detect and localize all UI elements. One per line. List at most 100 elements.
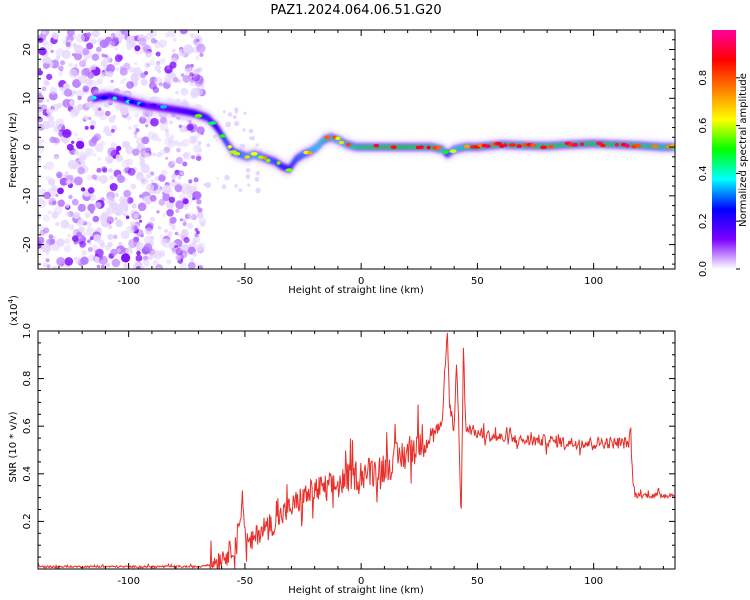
noise-blob xyxy=(171,247,176,252)
noise-blob xyxy=(64,257,74,266)
noise-blob xyxy=(192,252,197,257)
noise-blob xyxy=(81,47,90,56)
noise-blob xyxy=(101,53,106,58)
noise-blob xyxy=(50,49,54,54)
noise-blob xyxy=(56,171,63,179)
noise-blob xyxy=(114,47,119,51)
noise-blob xyxy=(183,237,190,244)
noise-blob xyxy=(169,120,174,125)
noise-blob xyxy=(138,37,147,46)
noise-blob xyxy=(144,152,150,158)
noise-blob xyxy=(178,233,182,237)
noise-blob xyxy=(102,167,108,173)
noise-blob xyxy=(149,216,155,222)
noise-blob xyxy=(42,262,48,267)
noise-blob xyxy=(157,69,162,74)
noise-blob xyxy=(132,148,140,156)
noise-blob xyxy=(67,234,71,238)
noise-blob xyxy=(83,115,89,121)
noise-blob xyxy=(54,138,61,144)
noise-blob xyxy=(96,50,101,56)
noise-blob xyxy=(68,194,73,200)
y-tick-label: -10 xyxy=(22,188,33,204)
noise-blob xyxy=(221,184,227,190)
noise-blob xyxy=(159,58,166,64)
noise-blob xyxy=(157,226,162,230)
noise-blob xyxy=(192,238,197,243)
noise-blob xyxy=(73,44,84,54)
noise-blob xyxy=(81,187,86,192)
colorbar-label: Normalized spectral amplitude xyxy=(738,73,749,227)
noise-blob xyxy=(87,79,97,89)
noise-blob xyxy=(88,242,93,246)
noise-blob xyxy=(88,116,92,121)
noise-blob xyxy=(88,37,94,43)
noise-blob xyxy=(185,45,194,55)
noise-blob xyxy=(71,198,79,206)
noise-blob xyxy=(141,136,150,145)
noise-blob xyxy=(82,87,90,95)
noise-blob xyxy=(86,32,92,38)
ridge-peak xyxy=(208,121,217,125)
noise-blob xyxy=(121,253,131,263)
noise-blob xyxy=(60,60,66,66)
noise-blob xyxy=(196,205,200,210)
noise-blob xyxy=(193,144,202,153)
noise-blob xyxy=(105,196,114,205)
noise-blob xyxy=(55,118,65,128)
noise-blob xyxy=(75,33,85,43)
noise-blob xyxy=(172,76,179,83)
noise-blob xyxy=(245,174,251,180)
noise-blob xyxy=(194,227,199,232)
noise-blob xyxy=(196,211,204,219)
ridge-peak xyxy=(579,142,585,146)
noise-blob xyxy=(158,82,163,87)
noise-blob xyxy=(78,75,88,84)
noise-blob xyxy=(91,244,99,251)
noise-blob xyxy=(142,44,152,54)
noise-blob xyxy=(158,174,166,182)
noise-blob xyxy=(99,213,108,222)
noise-blob xyxy=(122,205,129,212)
noise-blob xyxy=(175,209,180,213)
ridge-peak xyxy=(547,145,554,149)
noise-blob xyxy=(139,116,147,124)
noise-blob xyxy=(179,262,187,269)
colorbar-tick-label: 0.0 xyxy=(698,261,709,277)
noise-blob xyxy=(139,265,145,269)
noise-blob xyxy=(185,185,192,192)
ridge-peak xyxy=(100,95,109,100)
noise-blob xyxy=(99,175,108,184)
ridge-peak xyxy=(516,144,522,148)
noise-blob xyxy=(107,234,114,240)
noise-blob xyxy=(46,107,53,115)
noise-blob xyxy=(188,179,193,184)
noise-blob xyxy=(105,262,111,268)
noise-blob xyxy=(74,64,78,68)
noise-blob xyxy=(141,114,146,120)
noise-blob xyxy=(193,187,198,191)
ridge-peak xyxy=(112,96,117,101)
noise-blob xyxy=(38,262,42,268)
noise-blob xyxy=(112,234,118,240)
noise-blob xyxy=(66,143,74,151)
ridge-peak xyxy=(276,161,281,165)
noise-blob xyxy=(145,51,152,58)
snr-y-scale-suffix: ) xyxy=(9,295,20,299)
colorbar-tick-label: 0.8 xyxy=(698,70,709,86)
noise-blob xyxy=(70,174,75,179)
noise-blob xyxy=(39,197,42,201)
noise-blob xyxy=(177,175,182,180)
noise-blob xyxy=(181,138,190,148)
noise-blob xyxy=(52,33,60,40)
noise-blob xyxy=(72,235,79,242)
ridge-peak xyxy=(499,144,505,148)
noise-blob xyxy=(152,259,159,266)
noise-blob xyxy=(130,73,140,83)
noise-blob xyxy=(151,133,159,142)
noise-blob xyxy=(38,188,47,197)
noise-blob xyxy=(232,115,237,119)
noise-blob xyxy=(114,54,123,62)
noise-blob xyxy=(115,154,121,160)
